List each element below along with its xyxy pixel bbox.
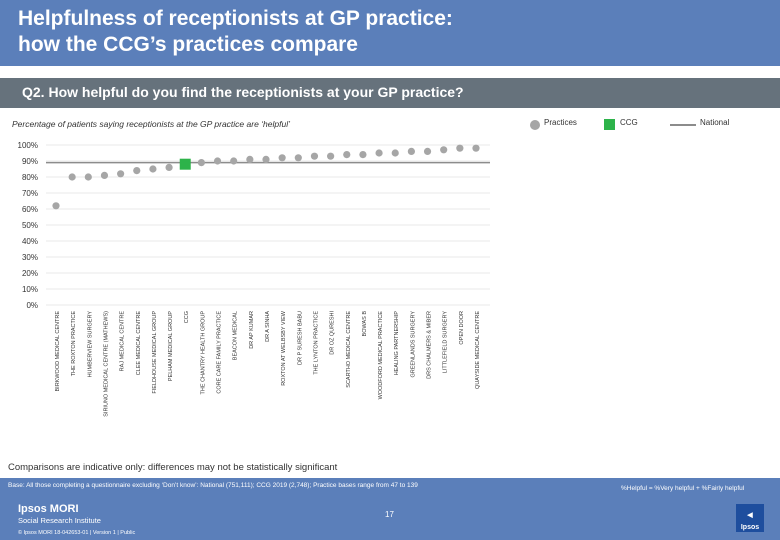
practice-point: [456, 144, 464, 152]
y-tick-label: 100%: [18, 141, 38, 150]
practice-point: [327, 152, 335, 160]
ipsos-logo: ◀ Ipsos: [736, 504, 764, 532]
header-bar: [0, 0, 780, 66]
footer-bar: [0, 478, 780, 540]
question-bar: [0, 78, 780, 108]
practice-point: [52, 202, 60, 210]
practice-point: [133, 167, 141, 175]
footer-text: © Ipsos MORI 18-042653-01 | Version 1 | …: [18, 530, 136, 536]
ccg-bar-point: [179, 158, 191, 170]
comparison-note: Comparisons are indicative only: differe…: [8, 462, 338, 473]
y-tick-label: 50%: [22, 221, 38, 230]
y-tick-label: 40%: [22, 237, 38, 246]
x-category-label: DR OZ QURESHI: [330, 311, 336, 355]
x-category-label: HUMBERVIEW SURGERY: [87, 311, 93, 378]
practice-point: [294, 154, 302, 162]
y-tick-label: 0%: [26, 301, 38, 310]
x-category-label: DRS CHALMERS & MIBER: [427, 311, 433, 379]
practice-point: [375, 149, 383, 157]
x-category-label: PELHAM MEDICAL GROUP: [168, 311, 174, 381]
practice-point: [246, 155, 254, 163]
practice-point: [84, 173, 92, 181]
x-category-label: DR A SINHA: [265, 311, 271, 342]
x-category-label: OPEN DOOR: [459, 311, 465, 345]
y-tick-label: 10%: [22, 285, 38, 294]
practice-point: [440, 146, 448, 154]
ipsos-logo-text: Ipsos: [740, 524, 760, 531]
ipsos-logo-mark: ◀: [747, 512, 753, 519]
y-tick-label: 90%: [22, 157, 38, 166]
x-category-label: SIRIUNO MEDICAL CENTRE (MATHEWS): [103, 311, 109, 417]
x-category-label: HEALING PARTNERSHIP: [394, 311, 400, 376]
practice-point: [149, 165, 157, 173]
practice-point: [213, 157, 222, 165]
x-category-label: DR P SURESH BABU: [297, 311, 303, 365]
legend-ccg-label: CCG: [620, 118, 638, 127]
practice-point: [407, 147, 415, 155]
y-tick-label: 70%: [22, 189, 38, 198]
x-category-label: GREENLANDS SURGERY: [410, 311, 416, 378]
practice-point: [165, 163, 173, 171]
x-category-label: CORE CARE FAMILY PRACTICE: [217, 311, 223, 394]
practice-point: [230, 157, 238, 165]
practice-point: [423, 147, 432, 155]
legend-ccg-square: [604, 119, 615, 130]
legend-practice-dot: [530, 120, 540, 130]
x-category-label: BIRKWOOD MEDICAL CENTRE: [55, 311, 61, 392]
practice-point: [278, 154, 286, 162]
x-category-label: DR AP KUMAR: [249, 311, 255, 349]
y-tick-label: 30%: [22, 253, 38, 262]
legend-practices-label: Practices: [544, 118, 577, 127]
practice-point: [68, 173, 76, 181]
x-category-label: RAJ MEDICAL CENTRE: [120, 311, 126, 372]
question-text: Q2. How helpful do you find the receptio…: [22, 84, 464, 100]
x-category-label: CCG: [184, 311, 190, 323]
x-category-label: WOODFORD MEDICAL PRACTICE: [378, 311, 384, 400]
x-category-label: BEACON MEDICAL: [233, 311, 239, 360]
y-tick-label: 60%: [22, 205, 38, 214]
x-category-label: BOWAS B: [362, 311, 368, 337]
x-category-label: THE LYNTON PRACTICE: [313, 311, 319, 375]
chart-area: 0% 10% 20% 30% 40% 50% 60% 70% 80% 90% 100% BIRKWOO…: [18, 141, 490, 417]
x-category-label: SCARTHO MEDICAL CENTRE: [346, 311, 352, 388]
legend-national-label: National: [700, 118, 730, 127]
x-category-label: FIELDHOUSE MEDICAL GROUP: [152, 311, 158, 394]
practice-point: [391, 149, 399, 157]
page-number: 17: [385, 510, 394, 519]
practice-point: [359, 151, 367, 159]
x-category-label: CLEE MEDICAL CENTRE: [136, 311, 142, 376]
practice-point: [117, 170, 125, 178]
x-category-label: LITTLEFIELD SURGERY: [443, 311, 449, 374]
page-title: Helpfulness of receptionists at GP pract…: [18, 7, 453, 56]
practice-point: [262, 155, 270, 163]
chart-subtitle: Percentage of patients saying receptioni…: [12, 119, 290, 129]
y-tick-label: 80%: [22, 173, 38, 182]
ipsos-mori-logo: Ipsos MORI: [18, 503, 79, 515]
y-tick-label: 20%: [22, 269, 38, 278]
x-category-label: THE ROXTON PRACTICE: [71, 311, 77, 377]
legend-national-line: [670, 124, 696, 126]
sri-logo-text: Social Research Institute: [18, 516, 101, 525]
practice-point: [472, 144, 480, 152]
practice-point: [100, 171, 109, 179]
base-text: Base: All those completing a questionnai…: [8, 482, 418, 489]
x-category-label: THE CHANTRY HEALTH GROUP: [200, 311, 206, 395]
x-category-label: QUAYSIDE MEDICAL CENTRE: [475, 311, 481, 389]
x-category-label: ROXTON AT WELBSBY VIEW: [281, 310, 287, 386]
helpful-formula: %Helpful = %Very helpful + %Fairly helpf…: [621, 485, 745, 492]
practice-point: [310, 152, 319, 160]
practice-point: [197, 159, 205, 167]
practice-point: [343, 151, 351, 159]
